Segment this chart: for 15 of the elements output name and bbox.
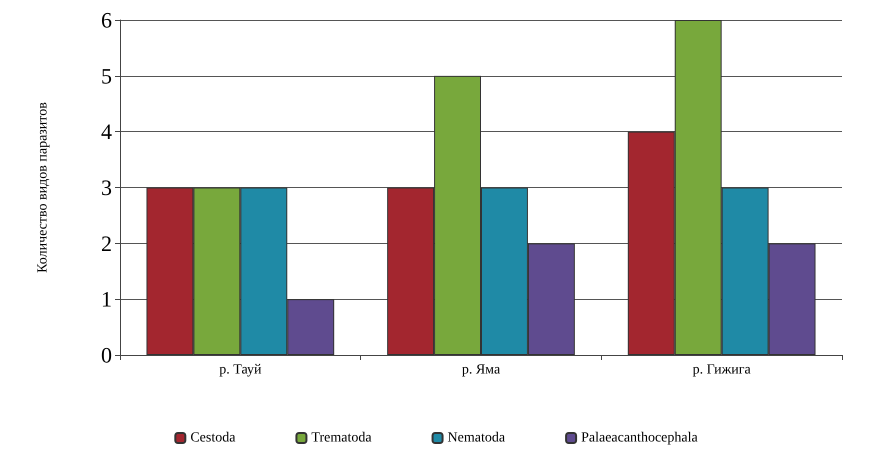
y-tick-label: 5 (101, 63, 112, 88)
y-tick-label: 6 (101, 8, 112, 32)
legend-label: Cestoda (190, 430, 236, 446)
y-axis-title: Количество видов паразитов (36, 102, 50, 273)
legend-label: Trematoda (311, 430, 372, 446)
y-tick-label: 2 (101, 230, 112, 256)
y-tick-label: 3 (101, 175, 112, 200)
legend-label: Nematoda (448, 430, 506, 446)
y-tick-label: 1 (101, 286, 112, 312)
x-tick-label: р. Яма (462, 362, 501, 378)
x-tick-label: р. Тауй (219, 362, 262, 378)
legend-label: Palaeacanthocephala (581, 430, 698, 446)
y-tick-label: 4 (101, 119, 112, 144)
y-tick-label: 0 (101, 342, 112, 368)
x-tick-label: р. Гижига (692, 362, 752, 378)
